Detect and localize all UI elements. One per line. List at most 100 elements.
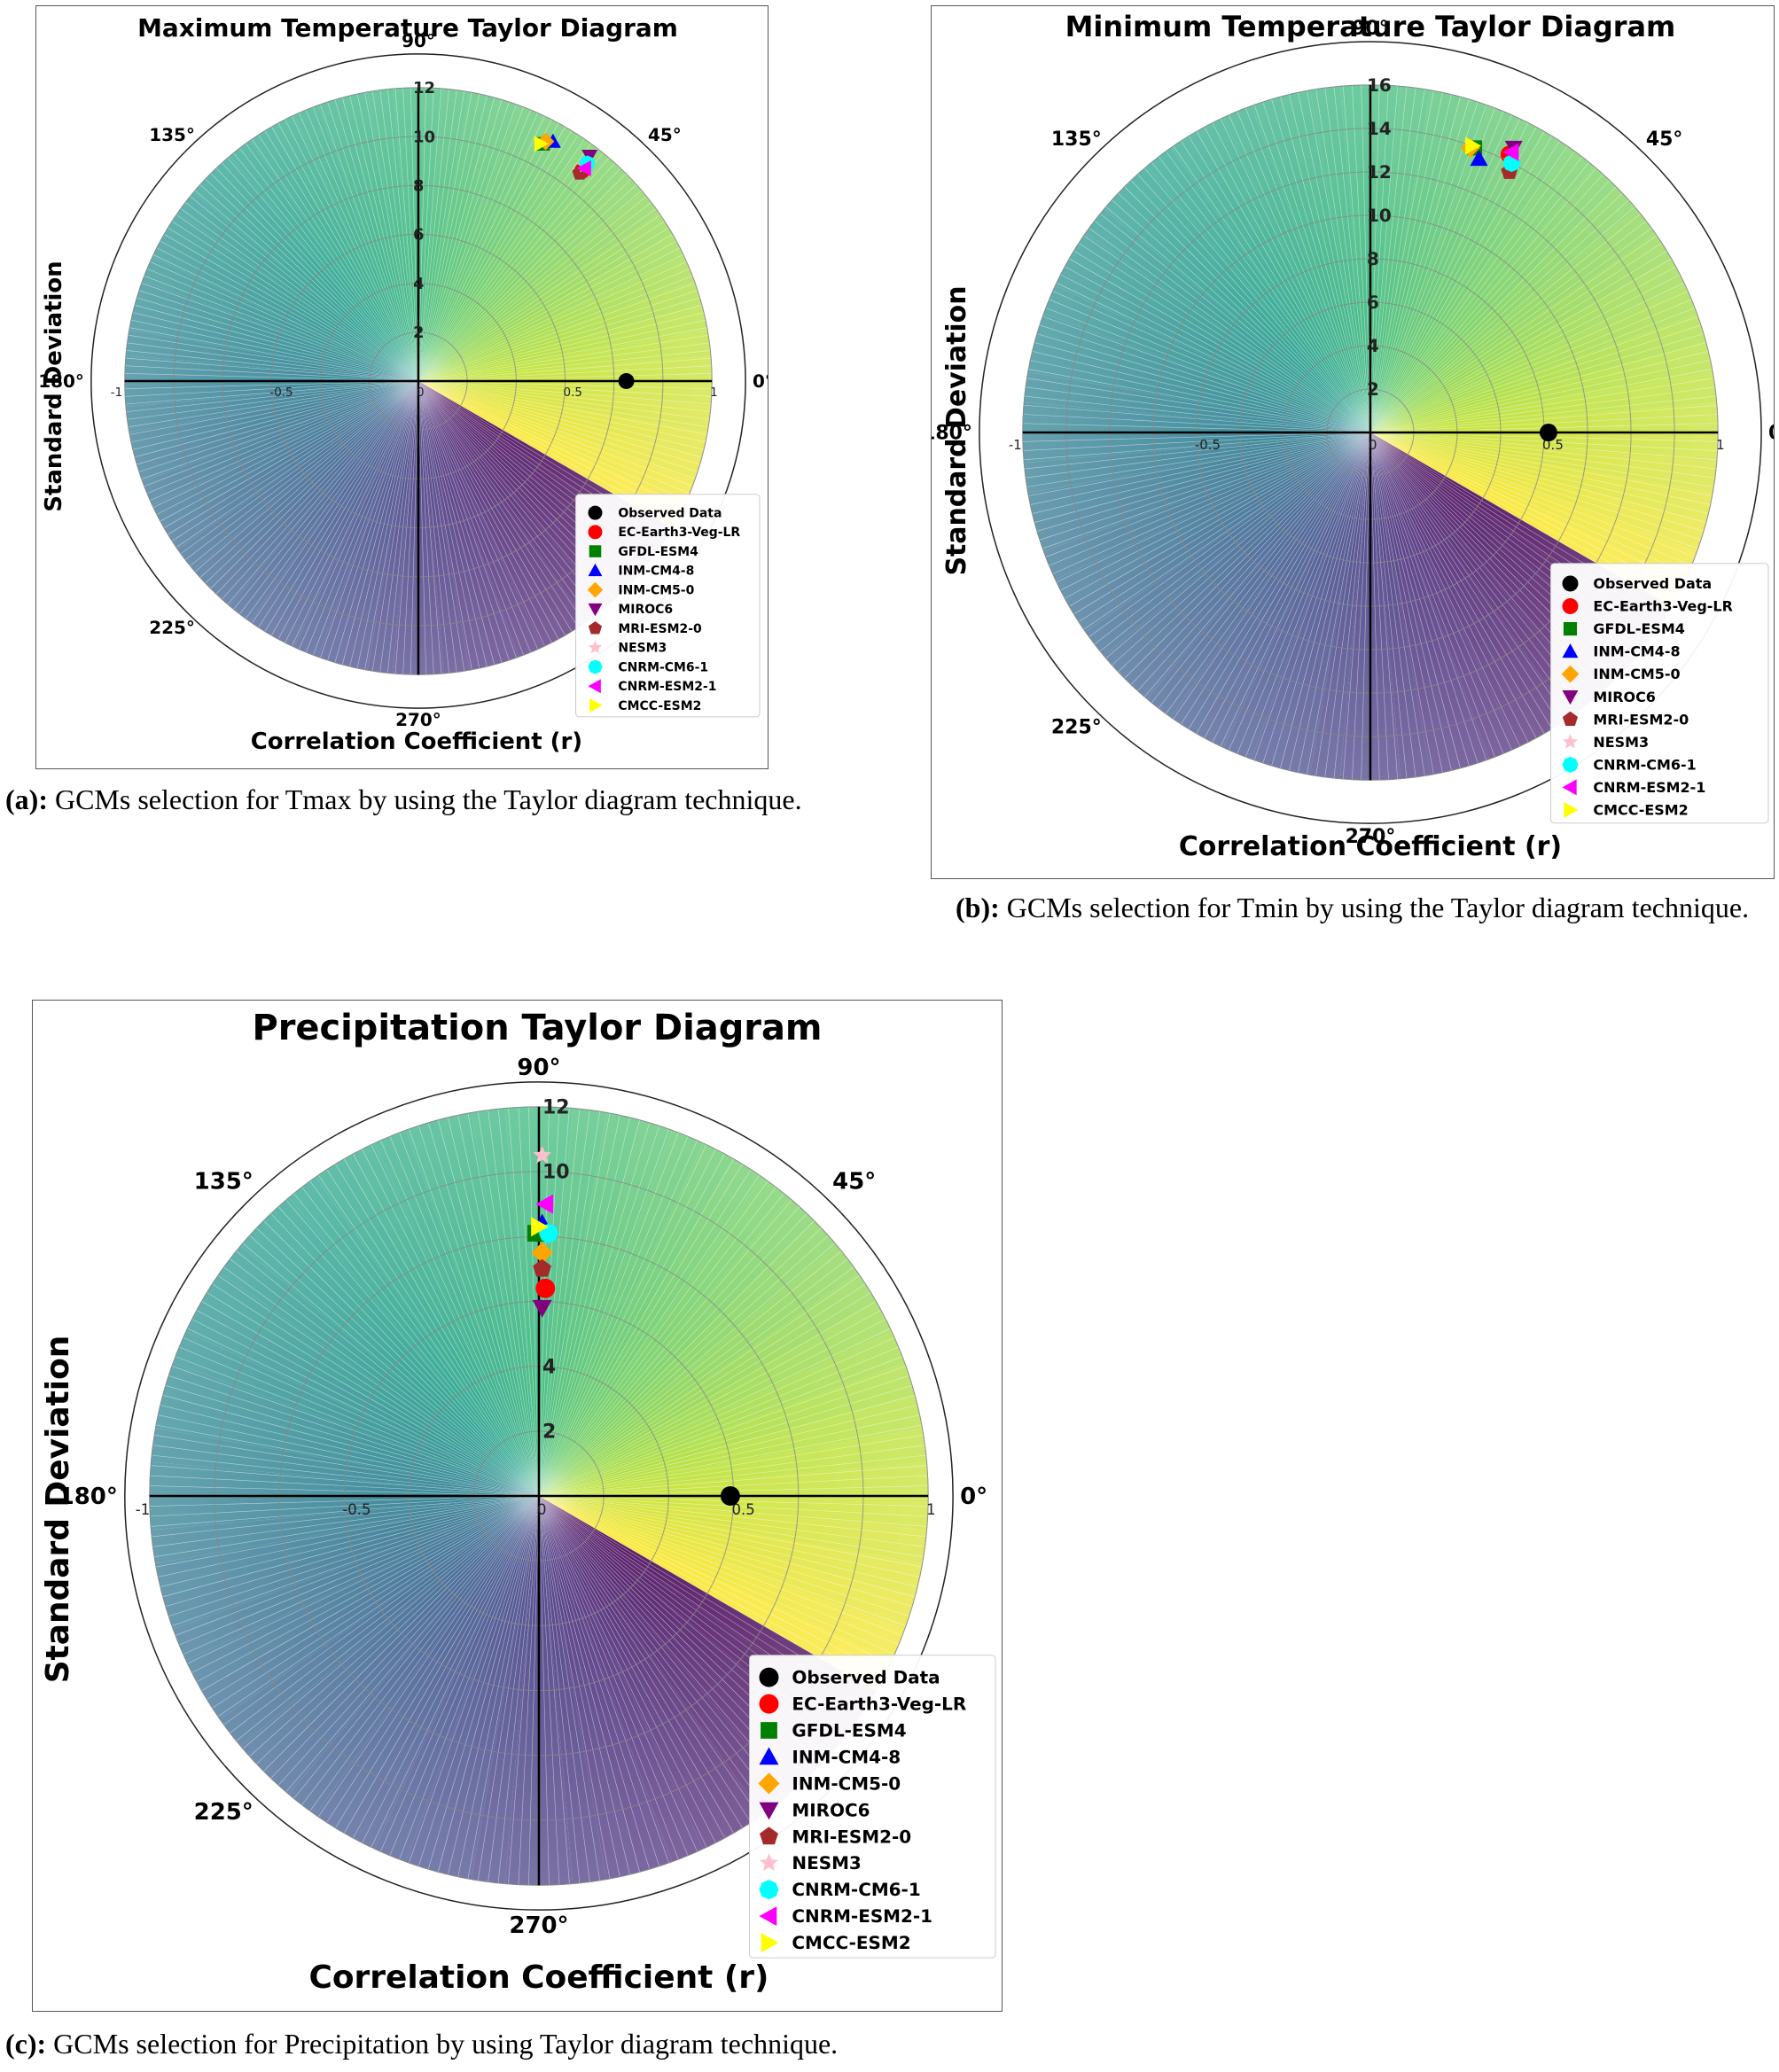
taylor-diagram-precip: 2 4 10 12 -1 -0.5 0 0.5 1 90° 45° 0° 135° 180° 225° 270…	[40, 1008, 996, 1996]
corr-tick-label: 0	[417, 386, 425, 400]
legend-label: Observed Data	[1593, 575, 1712, 592]
point-nesm3	[533, 1145, 552, 1164]
std-tick-label: 4	[1367, 335, 1379, 356]
caption-a-label: (a):	[5, 783, 48, 815]
std-tick-labels: 2 4 6 8 10 12 14 16	[1367, 74, 1392, 400]
point-cnrm-esm2-1	[535, 1194, 554, 1214]
angle-label-180: 180°	[59, 1484, 118, 1510]
legend-label: NESM3	[1593, 734, 1649, 751]
std-tick-label: 2	[1367, 378, 1379, 400]
data-points	[527, 1145, 740, 1506]
legend-marker-mri-esm2-0	[759, 1827, 778, 1845]
point-cmcc-esm2	[531, 1217, 549, 1237]
taylor-diagram-tmax: 2 4 6 8 10 12 -1 -0.5 0 0.5 1 90° 45° 0° 135° 180° 225° 2…	[38, 13, 768, 755]
legend-marker-cmcc-esm2	[761, 1933, 779, 1953]
corr-tick-labels: -1 -0.5 0 0.5 1	[136, 1501, 936, 1518]
legend-label: MIROC6	[618, 603, 673, 617]
legend-label: Observed Data	[792, 1667, 940, 1688]
legend-marker-nesm3	[588, 640, 603, 654]
std-tick-label: 10	[542, 1162, 570, 1184]
caption-a: (a): GCMs selection for Tmax by using th…	[5, 783, 802, 816]
caption-c-text: GCMs selection for Precipitation by usin…	[46, 2028, 839, 2060]
std-tick-label: 12	[413, 79, 435, 97]
legend-label: CMCC-ESM2	[618, 699, 701, 713]
legend-marker-mri-esm2-0	[1562, 711, 1579, 727]
angle-label-45: 45°	[832, 1168, 876, 1195]
corr-tick-label: 1	[926, 1501, 935, 1518]
data-points	[534, 132, 635, 389]
std-tick-label: 14	[1367, 118, 1392, 139]
std-tick-label: 16	[1367, 74, 1392, 96]
legend-marker-gfdl-esm4	[589, 545, 602, 557]
legend-label: INM-CM5-0	[792, 1772, 901, 1794]
point-inm-cm4-8	[1470, 150, 1488, 167]
legend-label: MIROC6	[792, 1799, 870, 1820]
legend-label: MRI-ESM2-0	[618, 622, 702, 636]
legend-marker-nesm3	[759, 1853, 778, 1872]
data-points	[1460, 136, 1557, 442]
legend-marker-ec-earth3-veg-lr	[588, 525, 603, 540]
caption-b-text: GCMs selection for Tmin by using the Tay…	[999, 892, 1750, 923]
corr-tick-label: 0.5	[564, 386, 582, 400]
legend-marker-cnrm-esm2-1	[588, 679, 601, 694]
caption-a-text: GCMs selection for Tmax by using the Tay…	[47, 783, 802, 815]
point-mri-esm2-0	[533, 1258, 552, 1277]
point-observed-data	[720, 1486, 740, 1506]
angle-label-225: 225°	[194, 1799, 254, 1826]
angle-label-270: 270°	[1346, 826, 1396, 848]
angle-label-225: 225°	[1051, 716, 1102, 738]
corr-tick-label: -1	[1009, 437, 1022, 453]
angle-labels: 90° 45° 0° 135° 180° 225° 270°	[59, 1055, 987, 1939]
angle-labels: 90° 45° 0° 135° 180° 225° 270°	[932, 18, 1774, 848]
corr-tick-labels: -1 -0.5 0 0.5 1	[111, 386, 718, 400]
legend-box	[749, 1655, 996, 1959]
legend-marker-cnrm-esm2-1	[759, 1906, 777, 1927]
caption-b: (b): GCMs selection for Tmin by using th…	[956, 892, 1749, 924]
angle-label-135: 135°	[149, 124, 195, 145]
corr-tick-label: -0.5	[269, 386, 293, 400]
legend-label: GFDL-ESM4	[618, 545, 698, 559]
std-tick-label: 6	[1367, 292, 1379, 313]
caption-c-label: (c):	[5, 2028, 47, 2060]
angle-label-0: 0°	[753, 370, 768, 392]
angle-label-90: 90°	[1352, 18, 1389, 40]
caption-b-label: (b):	[956, 892, 1000, 923]
taylor-panel-tmin: 246810121416-1-0.500.5190°45°0°135°180°2…	[931, 5, 1775, 879]
point-ec-earth3-veg-lr	[535, 1278, 556, 1298]
std-tick-label: 10	[413, 128, 435, 146]
std-tick-label: 8	[413, 177, 424, 196]
legend-box	[1550, 563, 1769, 824]
std-tick-label: 4	[413, 275, 424, 293]
angle-label-270: 270°	[509, 1912, 568, 1939]
legend-marker-cnrm-esm2-1	[1562, 779, 1577, 796]
legend-marker-cnrm-cm6-1	[588, 659, 603, 674]
legend-marker-miroc6	[588, 603, 603, 617]
legend-label: NESM3	[618, 642, 667, 656]
legend-label: CNRM-CM6-1	[1593, 756, 1696, 773]
point-observed-data	[618, 373, 635, 389]
taylor-panel-tmax: 2 4 6 8 10 12 -1 -0.5 0 0.5 1 90° 45° 0° 135° 180° 225° 2…	[35, 5, 769, 769]
angle-label-0: 0°	[960, 1484, 987, 1510]
angle-label-90: 90°	[402, 30, 435, 51]
x-axis-label: Correlation Coefficient (r)	[1179, 831, 1562, 862]
legend-label: CMCC-ESM2	[1593, 802, 1688, 819]
point-cmcc-esm2	[534, 136, 549, 152]
legend-label: CNRM-ESM2-1	[792, 1905, 932, 1927]
legend: Observed Data EC-Earth3-Veg-LR GFDL-ESM4 IN…	[575, 494, 761, 718]
std-tick-label: 10	[1367, 205, 1392, 226]
angle-label-270: 270°	[395, 709, 441, 730]
std-tick-label: 6	[413, 226, 424, 245]
angle-label-45: 45°	[1646, 129, 1683, 151]
legend: Observed Data EC-Earth3-Veg-LR GFDL-ESM4 IN…	[1550, 563, 1769, 824]
corr-tick-label: 1	[1716, 437, 1725, 453]
legend-marker-cnrm-cm6-1	[759, 1880, 779, 1900]
legend-label: CNRM-ESM2-1	[1593, 779, 1705, 796]
y-axis-label: Standard Deviation	[40, 1336, 76, 1684]
corr-tick-label: -0.5	[342, 1501, 371, 1518]
corr-tick-label: 1	[710, 386, 718, 400]
angle-label-180: 180°	[932, 423, 972, 445]
std-tick-label: 2	[542, 1422, 556, 1444]
corr-tick-label: 0	[1369, 437, 1377, 453]
legend-marker-inm-cm4-8	[1562, 643, 1579, 658]
taylor-panel-precip: 2 4 10 12 -1 -0.5 0 0.5 1 90° 45° 0° 135° 180° 225° 270…	[32, 1000, 1003, 2012]
